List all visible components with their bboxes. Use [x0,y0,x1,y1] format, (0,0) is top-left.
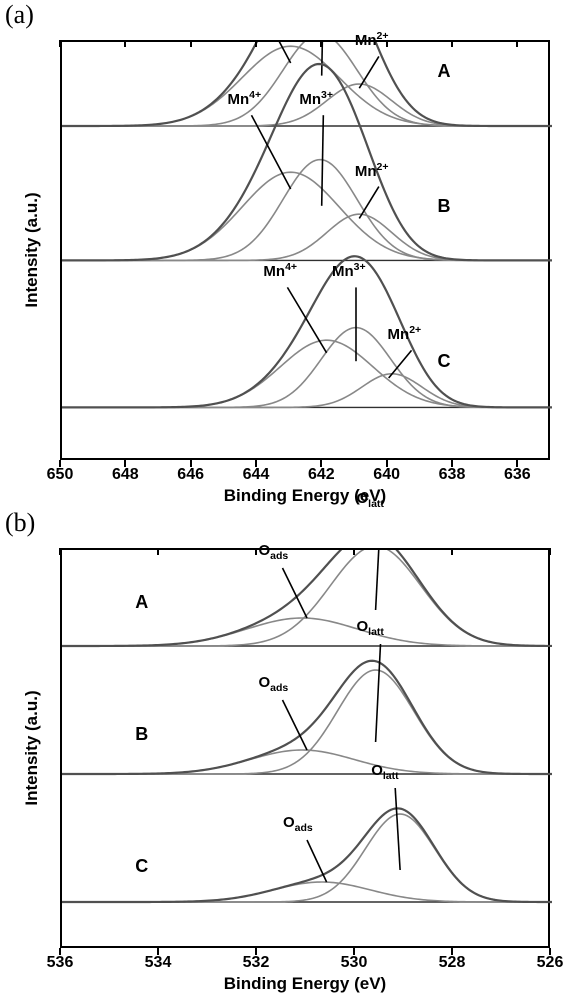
x-axis-label: Binding Energy (eV) [60,486,550,506]
x-tick-label: 534 [145,954,172,972]
x-tick [451,40,453,47]
component-curve [62,328,552,408]
peak-label: Mn2+ [355,30,389,49]
y-axis-label: Intensity (a.u.) [22,548,42,948]
x-tick-label: 636 [504,466,531,484]
series-id-label: C [437,351,450,372]
x-axis-label: Binding Energy (eV) [60,974,550,994]
peak-label: Oads [283,814,313,834]
x-tick [124,40,126,47]
peak-label: Oads [259,542,289,562]
peak-label: Oads [259,674,289,694]
envelope-curve [62,661,552,774]
x-tick [255,40,257,47]
annotation-arrow [322,115,324,206]
x-tick-label: 646 [177,466,204,484]
x-tick [157,548,159,555]
peak-label: Mn3+ [332,261,366,280]
peak-label: Olatt [357,490,384,510]
x-tick-label: 528 [439,954,466,972]
envelope-curve [62,42,552,126]
series-id-label: A [135,592,148,613]
series-id-label: B [135,724,148,745]
peak-label: Mn3+ [299,89,333,108]
annotation-arrow [283,568,308,618]
x-tick [451,548,453,555]
x-tick-label: 530 [341,954,368,972]
series-id-label: B [437,196,450,217]
peak-label: Olatt [357,618,384,638]
annotation-arrow [376,644,381,742]
peak-label: Mn2+ [388,324,422,343]
peak-label: Olatt [371,762,398,782]
annotation-arrow [395,788,400,870]
x-tick-label: 526 [537,954,564,972]
envelope-curve [62,256,552,407]
x-tick [549,548,551,555]
component-curve [62,42,552,126]
panel-label: (a) [5,0,34,30]
x-tick [59,548,61,555]
annotation-arrow [389,350,412,378]
x-tick [353,548,355,555]
component-curve [62,340,552,407]
panel-label: (b) [5,508,35,538]
x-tick-label: 638 [439,466,466,484]
figure-container: (a) 650 648 646 644 642 640 638 636 Binding Energ… [0,0,567,1000]
annotation-arrow [376,550,381,610]
annotation-arrow [283,700,308,750]
component-curve [62,160,552,261]
x-tick [320,40,322,47]
peak-label: Mn4+ [263,261,297,280]
x-tick [59,40,61,47]
x-tick-label: 640 [373,466,400,484]
component-curve [62,214,552,260]
chart-area [60,548,550,948]
peak-label: Mn4+ [227,89,261,108]
annotation-arrow [287,287,326,352]
x-tick-label: 648 [112,466,139,484]
component-curve [62,618,552,646]
series-id-label: A [437,61,450,82]
x-tick [190,40,192,47]
x-tick-label: 642 [308,466,335,484]
annotation-arrow [359,56,379,88]
component-curve [62,670,552,774]
y-axis-label: Intensity (a.u.) [22,40,42,460]
annotation-arrow [322,42,324,76]
peak-label: Mn2+ [355,161,389,180]
annotation-arrow [359,187,379,219]
x-tick [516,40,518,47]
x-tick-label: 536 [47,954,74,972]
annotation-arrow [307,840,327,882]
x-tick-label: 644 [243,466,270,484]
x-tick [255,548,257,555]
x-tick-label: 532 [243,954,270,972]
x-tick-label: 650 [47,466,74,484]
series-id-label: C [135,856,148,877]
